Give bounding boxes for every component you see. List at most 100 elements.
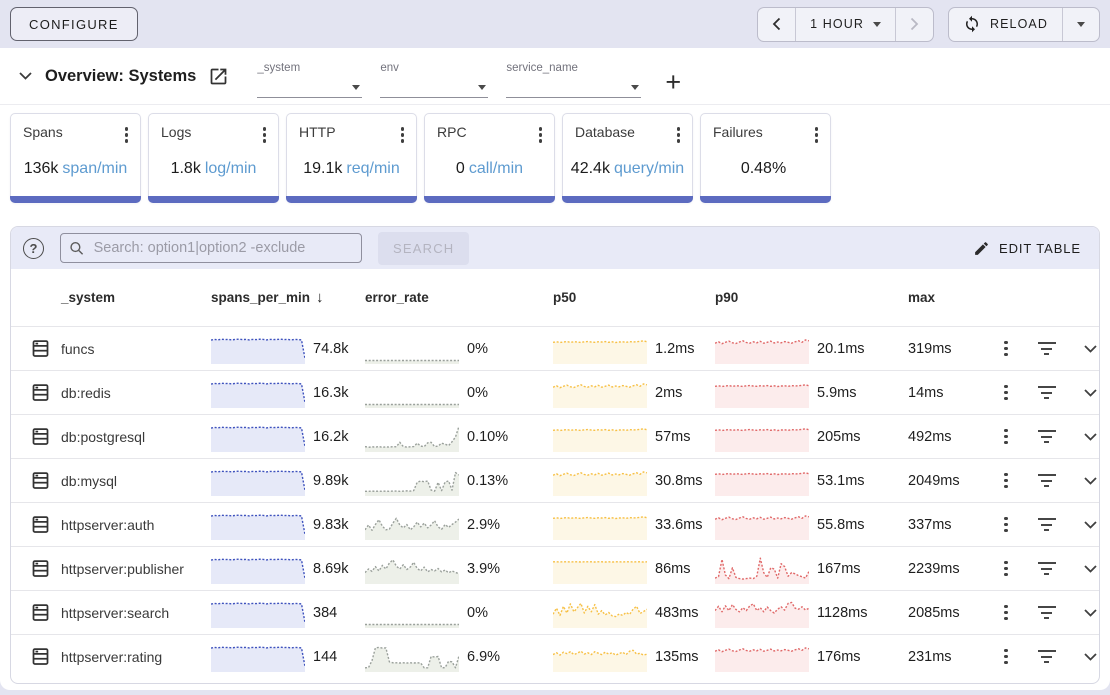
kebab-menu-icon[interactable] bbox=[534, 124, 548, 146]
max-value: 14ms bbox=[908, 385, 993, 401]
filter-service-name[interactable]: service_name bbox=[506, 62, 641, 98]
filter-env-label: env bbox=[380, 62, 399, 74]
row-filter-icon[interactable] bbox=[1037, 604, 1057, 621]
row-kebab-menu-icon[interactable] bbox=[999, 338, 1013, 360]
row-filter-icon[interactable] bbox=[1037, 472, 1057, 489]
p50-sparkline bbox=[553, 422, 647, 452]
error-rate-cell: 2.9% bbox=[365, 510, 553, 540]
kebab-menu-icon[interactable] bbox=[810, 124, 824, 146]
row-kebab-menu-icon[interactable] bbox=[999, 470, 1013, 492]
chevron-right-icon bbox=[910, 17, 919, 31]
p90-sparkline bbox=[715, 466, 809, 496]
table-row[interactable]: httpserver:publisher 8.69k 3.9% 86ms 167… bbox=[11, 546, 1099, 590]
metric-cards: Spans 136kspan/min Logs 1.8klog/min HTTP… bbox=[0, 105, 1110, 203]
table-row[interactable]: httpserver:search 384 0% 483ms 1128ms 20… bbox=[11, 590, 1099, 634]
column-header-error-rate[interactable]: error_rate bbox=[365, 290, 553, 305]
edit-table-button[interactable]: EDIT TABLE bbox=[967, 239, 1087, 258]
p50-cell: 483ms bbox=[553, 598, 715, 628]
card-unit: req/min bbox=[346, 160, 399, 177]
time-forward-button[interactable] bbox=[895, 8, 933, 41]
spans-per-min-cell: 384 bbox=[211, 598, 365, 628]
p50-cell: 33.6ms bbox=[553, 510, 715, 540]
row-filter-icon[interactable] bbox=[1037, 516, 1057, 533]
search-button[interactable]: SEARCH bbox=[378, 232, 469, 265]
row-kebab-menu-icon[interactable] bbox=[999, 382, 1013, 404]
search-icon bbox=[69, 240, 85, 257]
row-kebab-menu-icon[interactable] bbox=[999, 646, 1013, 668]
error-rate-sparkline bbox=[365, 642, 459, 672]
card-title: Database bbox=[575, 124, 635, 140]
overview-header: Overview: Systems _system env service_na… bbox=[0, 48, 1110, 105]
table-row[interactable]: httpserver:auth 9.83k 2.9% 33.6ms 55.8ms… bbox=[11, 502, 1099, 546]
database-icon bbox=[30, 514, 51, 535]
p90-cell: 1128ms bbox=[715, 598, 908, 628]
configure-button[interactable]: CONFIGURE bbox=[10, 7, 138, 41]
help-icon[interactable]: ? bbox=[23, 238, 44, 259]
card-value-row: 0call/min bbox=[425, 160, 554, 178]
search-box[interactable] bbox=[60, 233, 362, 263]
add-filter-button[interactable]: + bbox=[661, 69, 685, 96]
time-back-button[interactable] bbox=[758, 8, 795, 41]
row-kebab-menu-icon[interactable] bbox=[999, 514, 1013, 536]
p90-value: 53.1ms bbox=[817, 473, 865, 489]
time-range-group: 1 HOUR bbox=[757, 7, 934, 42]
p50-cell: 135ms bbox=[553, 642, 715, 672]
max-value: 319ms bbox=[908, 341, 993, 357]
row-kebab-menu-icon[interactable] bbox=[999, 602, 1013, 624]
row-expand-chevron-icon[interactable] bbox=[1081, 518, 1100, 532]
p50-cell: 86ms bbox=[553, 554, 715, 584]
card-unit: log/min bbox=[205, 160, 257, 177]
error-rate-sparkline bbox=[365, 334, 459, 364]
time-range-button[interactable]: 1 HOUR bbox=[795, 8, 895, 41]
p50-value: 2ms bbox=[655, 385, 682, 401]
filter-env[interactable]: env bbox=[380, 62, 488, 98]
database-icon bbox=[30, 382, 51, 403]
table-row[interactable]: funcs 74.8k 0% 1.2ms 20.1ms 319ms bbox=[11, 326, 1099, 370]
error-value: 6.9% bbox=[467, 649, 500, 665]
row-expand-chevron-icon[interactable] bbox=[1081, 430, 1100, 444]
row-expand-chevron-icon[interactable] bbox=[1081, 562, 1100, 576]
kebab-menu-icon[interactable] bbox=[120, 124, 134, 146]
column-header-max[interactable]: max bbox=[908, 290, 993, 305]
row-expand-chevron-icon[interactable] bbox=[1081, 474, 1100, 488]
reload-dropdown-button[interactable] bbox=[1062, 8, 1099, 41]
p50-value: 86ms bbox=[655, 561, 690, 577]
card-accent-bar bbox=[562, 196, 693, 203]
error-rate-cell: 0% bbox=[365, 378, 553, 408]
card-title: HTTP bbox=[299, 124, 336, 140]
table-row[interactable]: db:postgresql 16.2k 0.10% 57ms 205ms 492… bbox=[11, 414, 1099, 458]
row-expand-chevron-icon[interactable] bbox=[1081, 386, 1100, 400]
collapse-chevron-icon[interactable] bbox=[14, 67, 37, 85]
spans-value: 384 bbox=[313, 605, 337, 621]
row-expand-chevron-icon[interactable] bbox=[1081, 342, 1100, 356]
row-filter-icon[interactable] bbox=[1037, 648, 1057, 665]
reload-button[interactable]: RELOAD bbox=[949, 8, 1062, 41]
row-filter-icon[interactable] bbox=[1037, 340, 1057, 357]
p50-sparkline bbox=[553, 510, 647, 540]
kebab-menu-icon[interactable] bbox=[396, 124, 410, 146]
row-kebab-menu-icon[interactable] bbox=[999, 558, 1013, 580]
column-header-spans-per-min[interactable]: spans_per_min↓ bbox=[211, 289, 365, 306]
open-in-new-icon[interactable] bbox=[206, 64, 231, 89]
column-header-system[interactable]: _system bbox=[61, 290, 211, 305]
table-row[interactable]: httpserver:rating 144 6.9% 135ms 176ms 2… bbox=[11, 634, 1099, 678]
system-name: httpserver:rating bbox=[61, 649, 211, 665]
kebab-menu-icon[interactable] bbox=[258, 124, 272, 146]
row-expand-chevron-icon[interactable] bbox=[1081, 606, 1100, 620]
page-title: Overview: Systems bbox=[45, 67, 196, 86]
row-filter-icon[interactable] bbox=[1037, 428, 1057, 445]
spans-per-min-cell: 16.2k bbox=[211, 422, 365, 452]
spans-value: 16.2k bbox=[313, 429, 348, 445]
table-row[interactable]: db:mysql 9.89k 0.13% 30.8ms 53.1ms 2049m… bbox=[11, 458, 1099, 502]
search-input[interactable] bbox=[92, 239, 353, 257]
row-expand-chevron-icon[interactable] bbox=[1081, 650, 1100, 664]
table-row[interactable]: db:redis 16.3k 0% 2ms 5.9ms 14ms bbox=[11, 370, 1099, 414]
column-header-p90[interactable]: p90 bbox=[715, 290, 908, 305]
kebab-menu-icon[interactable] bbox=[672, 124, 686, 146]
row-kebab-menu-icon[interactable] bbox=[999, 426, 1013, 448]
row-filter-icon[interactable] bbox=[1037, 560, 1057, 577]
p90-sparkline bbox=[715, 422, 809, 452]
filter-system[interactable]: _system bbox=[257, 62, 362, 98]
row-filter-icon[interactable] bbox=[1037, 384, 1057, 401]
column-header-p50[interactable]: p50 bbox=[553, 290, 715, 305]
